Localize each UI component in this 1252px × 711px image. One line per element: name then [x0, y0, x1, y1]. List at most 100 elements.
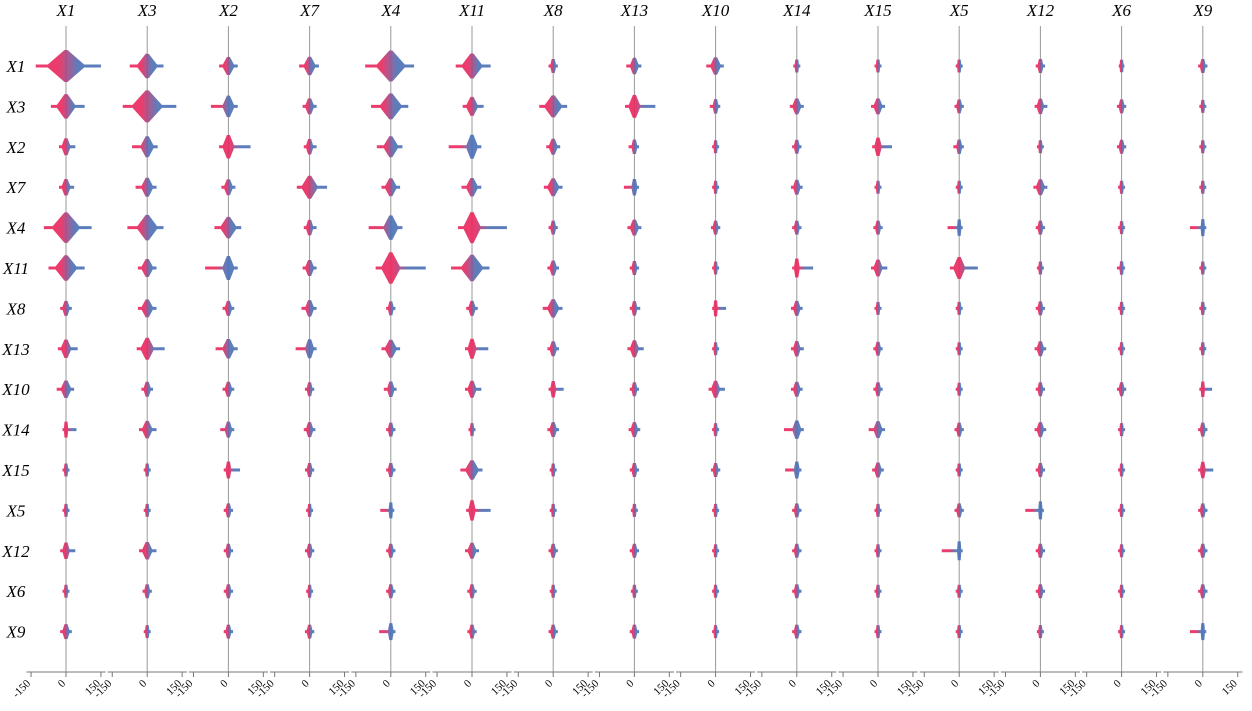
interaction-cell [712, 584, 720, 598]
interaction-cell [1116, 261, 1126, 275]
interaction-cell [955, 59, 963, 73]
interaction-cell [548, 624, 558, 639]
interaction-cell [386, 422, 396, 437]
interaction-cell [548, 543, 558, 558]
interaction-cell [1035, 463, 1046, 477]
x-tick-label: 0 [868, 677, 881, 690]
interaction-cell [547, 260, 560, 276]
interaction-cell [623, 178, 640, 196]
interaction-cell [295, 339, 317, 359]
interaction-cell [1118, 463, 1126, 477]
x-tick-label: 0 [949, 677, 962, 690]
interaction-cell [465, 380, 482, 398]
interaction-cell [1198, 503, 1208, 518]
interaction-cell [468, 423, 476, 437]
interaction-cell [626, 57, 642, 75]
interaction-cell [792, 139, 802, 154]
row-label: X8 [6, 299, 26, 318]
interaction-cell [379, 623, 396, 641]
interaction-cell [60, 300, 72, 316]
interaction-cell [1199, 140, 1207, 154]
interaction-cell [59, 178, 75, 196]
interaction-cell [547, 422, 560, 438]
interaction-cell [458, 212, 507, 244]
interaction-cell [712, 261, 720, 275]
interaction-cell [1198, 461, 1214, 479]
x-tick-label: 0 [543, 677, 556, 690]
interaction-cell [62, 421, 77, 438]
row-label: X15 [1, 461, 29, 480]
interaction-cell [1189, 219, 1207, 237]
interaction-cell [1116, 382, 1127, 397]
row-label: X10 [1, 380, 30, 399]
interaction-cell [466, 300, 478, 316]
interaction-cell [1199, 342, 1207, 356]
interaction-cell [1035, 543, 1046, 558]
interaction-cell [872, 137, 892, 157]
interaction-cell [214, 216, 242, 239]
interaction-cell [137, 259, 157, 277]
interaction-cell [872, 462, 884, 478]
interaction-cell [793, 59, 801, 73]
interaction-cell [874, 301, 882, 315]
interaction-cell [874, 625, 882, 639]
interaction-cell [304, 543, 315, 558]
interaction-cell [874, 544, 882, 558]
interaction-cell [629, 624, 640, 639]
interaction-cell [629, 301, 641, 316]
interaction-cell [871, 98, 885, 115]
column-label: X15 [863, 1, 891, 20]
row-label: X13 [1, 340, 29, 359]
interaction-cell [627, 219, 642, 236]
column-label: X5 [949, 1, 969, 20]
interaction-cell [955, 301, 963, 315]
interaction-cell [381, 178, 401, 197]
interaction-cell [548, 59, 558, 73]
x-tick-label: 0 [218, 677, 231, 690]
interaction-cell [1118, 584, 1126, 598]
interaction-cell [1118, 59, 1125, 73]
interaction-cell [868, 421, 885, 439]
interaction-cell [137, 299, 157, 318]
interaction-cell [455, 53, 491, 79]
interaction-cell [375, 252, 426, 284]
row-label: X6 [6, 582, 26, 601]
interaction-cell [35, 50, 101, 82]
interaction-cell [386, 301, 396, 316]
interaction-cell [548, 380, 564, 398]
x-tick-label: 0 [299, 677, 312, 690]
interaction-cell [302, 98, 317, 115]
interaction-cell [60, 624, 72, 640]
interaction-cell [790, 179, 803, 195]
column-label: X6 [1111, 1, 1131, 20]
interaction-cell [947, 219, 963, 236]
interaction-cell [222, 300, 235, 316]
interaction-cell [223, 543, 234, 558]
interaction-cell [628, 422, 641, 438]
x-tick-label: 0 [1193, 677, 1206, 690]
interaction-cell [210, 95, 238, 118]
x-tick-label: 0 [1111, 677, 1124, 690]
column-label: X4 [380, 1, 400, 20]
interaction-cell [549, 463, 557, 477]
interaction-cell [465, 542, 479, 559]
interaction-cell [1199, 99, 1207, 113]
interaction-cell [303, 422, 316, 438]
interaction-cell [306, 584, 314, 598]
interaction-cell [386, 584, 396, 599]
column-label: X14 [782, 1, 811, 20]
interaction-cell [467, 584, 477, 599]
interaction-cell [304, 624, 315, 639]
x-tick-label: 0 [56, 677, 69, 690]
interaction-cell [299, 56, 319, 76]
interaction-cell [1118, 301, 1126, 315]
interaction-cell [43, 212, 92, 243]
interaction-cell [955, 463, 963, 477]
interaction-cell [955, 584, 963, 598]
interaction-cell [1034, 422, 1047, 438]
interaction-cell [1198, 584, 1208, 599]
interaction-cell [792, 258, 814, 278]
interaction-cell [1118, 423, 1126, 437]
interaction-cell [383, 381, 397, 397]
interaction-cell [1033, 179, 1048, 196]
